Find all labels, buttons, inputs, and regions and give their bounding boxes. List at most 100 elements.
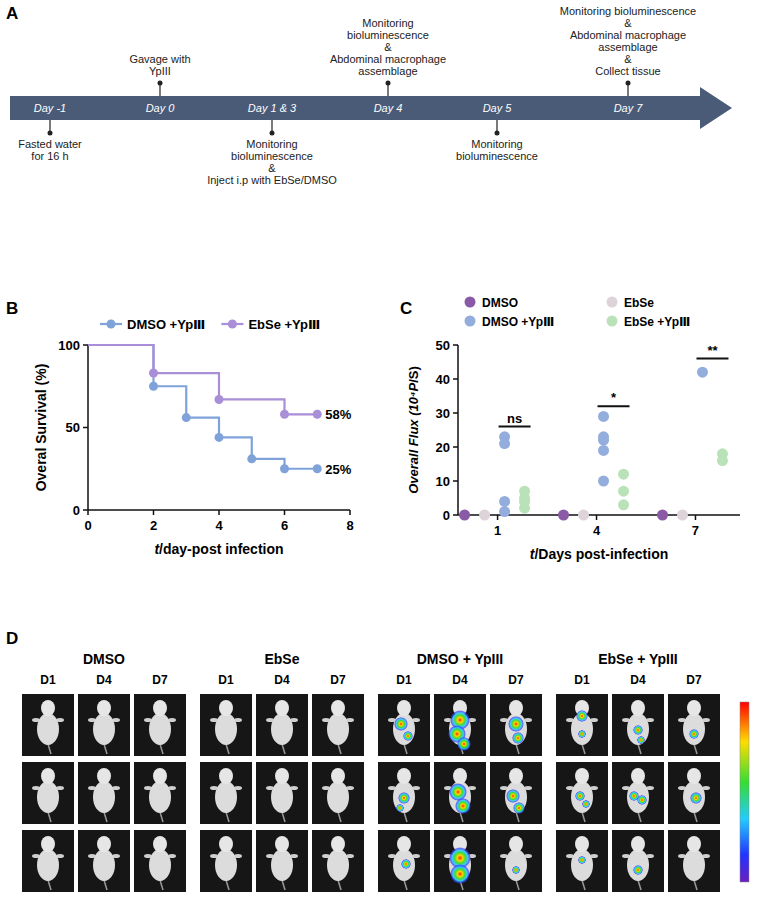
mouse-head [97, 768, 111, 784]
y-tick [453, 514, 458, 516]
flux-point [717, 455, 728, 466]
luminescence-spot [633, 865, 643, 875]
panel-label: B [6, 299, 18, 318]
luminescence-spot [576, 710, 588, 722]
panel-label: C [400, 299, 412, 318]
mouse-image [612, 830, 664, 892]
mouse-tail [282, 744, 285, 754]
x-tick [349, 510, 351, 515]
day-header: D7 [508, 673, 524, 687]
mouse-body [271, 781, 293, 813]
survival-point [313, 464, 322, 473]
mouse-body [37, 781, 59, 813]
day-header: D1 [40, 673, 56, 687]
survival-point [149, 382, 158, 391]
day-label: Day 7 [614, 102, 644, 114]
mouse-head [509, 700, 523, 716]
mouse-head [687, 836, 701, 852]
legend-label: EbSe [624, 296, 654, 310]
significance-bar [696, 358, 728, 360]
day-label: Day 4 [374, 102, 403, 114]
mouse-image [378, 762, 430, 824]
mouse-tail [104, 880, 107, 890]
day-header: D1 [218, 673, 234, 687]
group-header: EbSe [264, 651, 299, 667]
x-tick [497, 515, 499, 520]
mouse-body [393, 849, 415, 881]
mouse-body [149, 781, 171, 813]
mouse-tail [282, 812, 285, 822]
mouse-tail [338, 880, 341, 890]
y-tick-label: 10 [436, 474, 450, 489]
mouse-tail [582, 744, 585, 754]
mouse-image [378, 694, 430, 756]
mouse-body [449, 781, 471, 813]
mouse-head [397, 836, 411, 852]
x-axis-title: t/day-post infection [154, 541, 283, 557]
luminescence-spot [506, 789, 520, 803]
x-tick [596, 515, 598, 520]
survival-point [182, 413, 191, 422]
mouse-image [78, 694, 130, 756]
image-background [378, 830, 430, 892]
mouse-body [571, 781, 593, 813]
mouse-body [505, 849, 527, 881]
mouse-head [331, 700, 345, 716]
mouse-tail [160, 880, 163, 890]
mouse-body [37, 849, 59, 881]
image-background [668, 762, 720, 824]
event-text: Monitoring [471, 138, 522, 150]
mouse-tail [404, 880, 407, 890]
panel-label: A [6, 4, 18, 23]
luminescence-spot [637, 795, 647, 805]
event-text: bioluminescence [456, 150, 538, 162]
mouse-body [505, 781, 527, 813]
y-tick-label: 100 [58, 338, 80, 353]
event-text: Collect tissue [595, 65, 660, 77]
connector-dot [495, 131, 500, 136]
mouse-head [219, 768, 233, 784]
mouse-image [22, 830, 74, 892]
mouse-image [668, 762, 720, 824]
event-text: YpIII [149, 65, 171, 77]
flux-point [499, 438, 510, 449]
mouse-head [509, 768, 523, 784]
flux-point [657, 510, 668, 521]
mouse-image [22, 694, 74, 756]
mouse-tail [282, 880, 285, 890]
mouse-body [149, 713, 171, 745]
mouse-image [200, 830, 252, 892]
y-tick-label: 40 [436, 372, 450, 387]
day-label: Day 5 [483, 102, 513, 114]
mouse-body [37, 713, 59, 745]
mouse-head [397, 700, 411, 716]
x-tick [153, 510, 155, 515]
mouse-body [271, 713, 293, 745]
survival-point [215, 395, 224, 404]
flux-point [598, 476, 609, 487]
mouse-head [575, 768, 589, 784]
group-header: EbSe + YpIII [598, 651, 678, 667]
flux-point [598, 435, 609, 446]
mouse-tail [160, 744, 163, 754]
luminescence-spot [394, 717, 408, 731]
mouse-image [668, 830, 720, 892]
event-text: assemblage [358, 65, 417, 77]
y-axis-title: Overall Flux (10⁴P/S) [406, 366, 421, 494]
survival-point [280, 410, 289, 419]
mouse-head [575, 836, 589, 852]
mouse-tail [48, 880, 51, 890]
survival-point [215, 433, 224, 442]
event-text: Monitoring [362, 17, 413, 29]
day-label: Day 1 & 3 [248, 102, 297, 114]
day-header: D4 [630, 673, 646, 687]
image-background [134, 830, 186, 892]
mouse-body [571, 849, 593, 881]
connector-dot [386, 81, 391, 86]
x-tick-label: 4 [215, 518, 223, 533]
luminescence-spot [637, 736, 645, 744]
mouse-head [275, 700, 289, 716]
y-tick-label: 30 [436, 406, 450, 421]
flux-point [499, 506, 510, 517]
mouse-head [397, 768, 411, 784]
